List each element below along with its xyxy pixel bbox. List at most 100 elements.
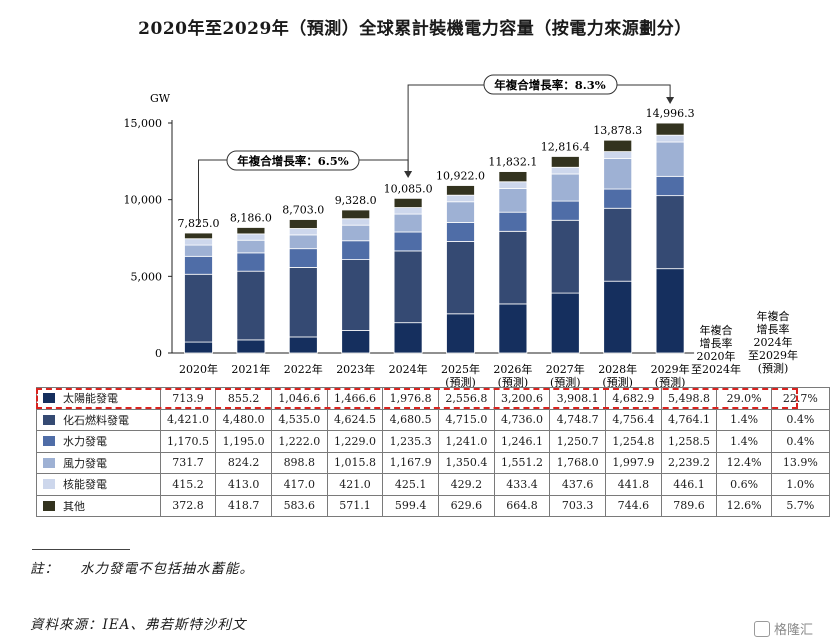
watermark-text: 格隆汇 (774, 623, 814, 638)
value-cell: 1,235.3 (382, 430, 439, 453)
value-cell: 1,167.9 (382, 451, 439, 474)
x-tick-sublabel: (預測) (445, 375, 476, 389)
value-cell: 4,715.0 (438, 408, 495, 431)
value-cell: 1,250.7 (549, 430, 607, 453)
cagr-header-2: 2024年 (754, 335, 793, 349)
x-tick-label: 2029年 (651, 362, 690, 376)
value-cell: 4,480.0 (215, 408, 272, 431)
value-cell: 1,246.1 (493, 430, 551, 453)
value-cell: 429.2 (438, 473, 495, 496)
bar-segment (341, 240, 371, 261)
bar-segment (603, 157, 633, 190)
bar-segment (184, 232, 213, 240)
bar-segment (603, 188, 633, 209)
cagr-cell: 5.7% (770, 494, 830, 517)
bar-segment (288, 248, 318, 268)
x-tick-sublabel: (預測) (655, 375, 686, 389)
bar-total-label: 14,996.3 (646, 107, 695, 120)
bar-segment (236, 339, 266, 354)
value-cell: 703.3 (549, 494, 607, 517)
cagr-header-1: 增長率 (700, 336, 733, 350)
series-name: 核能發電 (63, 478, 107, 492)
value-cell: 4,535.0 (270, 408, 328, 431)
x-tick-label: 2025年 (441, 362, 480, 376)
bar-total-label: 9,328.0 (335, 194, 377, 207)
bar-segment (603, 280, 633, 354)
cagr-cell: 12.4% (716, 451, 772, 474)
cagr-arrow-2 (666, 97, 675, 104)
bar-segment (498, 303, 528, 354)
bar-segment (550, 156, 580, 168)
note-divider (32, 549, 130, 550)
bar-segment (184, 273, 213, 343)
bar-segment (603, 207, 633, 282)
data-table: 太陽能發電 713.9 855.2 1,046.6 1,466.6 1,976.8 2,55… (36, 387, 830, 517)
y-tick-label: 0 (155, 347, 162, 360)
cagr-cell: 0.4% (770, 408, 830, 431)
cagr-cell: 29.0% (716, 387, 772, 410)
value-cell: 744.6 (605, 494, 662, 517)
cagr-header-2: 至2029年 (748, 348, 798, 362)
value-cell: 418.7 (215, 494, 272, 517)
value-cell: 1,551.2 (493, 451, 551, 474)
bar-segment (655, 134, 685, 143)
bar-segment (446, 201, 475, 223)
bar-segment (655, 141, 685, 177)
bar-segment (550, 292, 580, 354)
series-name: 化石燃料發電 (63, 413, 129, 427)
bar-segment (393, 207, 423, 215)
bar-segment (288, 267, 318, 338)
bar-segment (603, 139, 633, 153)
bar-segment (393, 231, 423, 252)
value-cell: 1,976.8 (382, 387, 439, 410)
table-row: 其他 372.8 418.7 583.6 571.1 599.4 629.6 664.8 703… (36, 494, 830, 517)
cagr-header-1: 年複合 (700, 323, 733, 337)
cagr-header-2: (預測) (758, 361, 789, 375)
value-cell: 664.8 (493, 494, 551, 517)
source-line: 資料來源：IEA、弗若斯特沙利文 (30, 617, 247, 633)
bar-segment (603, 151, 633, 159)
bar-segment (236, 252, 266, 272)
watermark: 格隆汇 (754, 619, 813, 638)
bar-segment (184, 244, 213, 257)
bar-segment (655, 122, 685, 136)
cagr-cell: 0.4% (770, 430, 830, 453)
x-tick-sublabel: (預測) (602, 375, 633, 389)
x-tick-label: 2024年 (389, 362, 428, 376)
cagr-annotation-2: 年複合增長率：8.3% (494, 78, 606, 92)
bar-total-label: 11,832.1 (488, 156, 537, 169)
value-cell: 1,254.8 (605, 430, 662, 453)
value-cell: 5,498.8 (660, 387, 718, 410)
value-cell: 599.4 (382, 494, 439, 517)
value-cell: 417.0 (270, 473, 328, 496)
value-cell: 1,195.0 (215, 430, 272, 453)
value-cell: 1,046.6 (270, 387, 328, 410)
cagr-cell: 22.7% (770, 387, 830, 410)
table-row: 核能發電 415.2 413.0 417.0 421.0 425.1 429.2 433.4 4… (36, 473, 830, 496)
bar-segment (288, 234, 318, 250)
cagr-cell: 12.6% (716, 494, 772, 517)
footnote-label: 註： (30, 561, 59, 577)
value-cell: 571.1 (326, 494, 384, 517)
value-cell: 425.1 (382, 473, 439, 496)
bar-segment (236, 239, 266, 254)
bar-segment (288, 219, 318, 229)
bar-segment (341, 209, 371, 220)
x-tick-label: 2022年 (284, 362, 323, 376)
bar-segment (446, 185, 475, 196)
value-cell: 4,748.7 (549, 408, 607, 431)
bar-total-label: 10,085.0 (384, 182, 433, 195)
bar-total-label: 8,186.0 (230, 211, 272, 224)
value-cell: 629.6 (438, 494, 495, 517)
cagr-pill-2 (483, 74, 618, 95)
cagr-cell: 13.9% (770, 451, 830, 474)
value-cell: 1,258.5 (660, 430, 718, 453)
watermark-logo-icon (754, 621, 770, 637)
series-name: 水力發電 (63, 435, 107, 449)
cagr-cell: 1.4% (716, 430, 772, 453)
legend-swatch (43, 414, 55, 425)
footnote-text: 水力發電不包括抽水蓄能。 (80, 561, 254, 577)
x-tick-sublabel: (預測) (498, 375, 529, 389)
series-legend-cell: 水力發電 (36, 430, 161, 453)
series-legend-cell: 化石燃料發電 (36, 408, 161, 431)
